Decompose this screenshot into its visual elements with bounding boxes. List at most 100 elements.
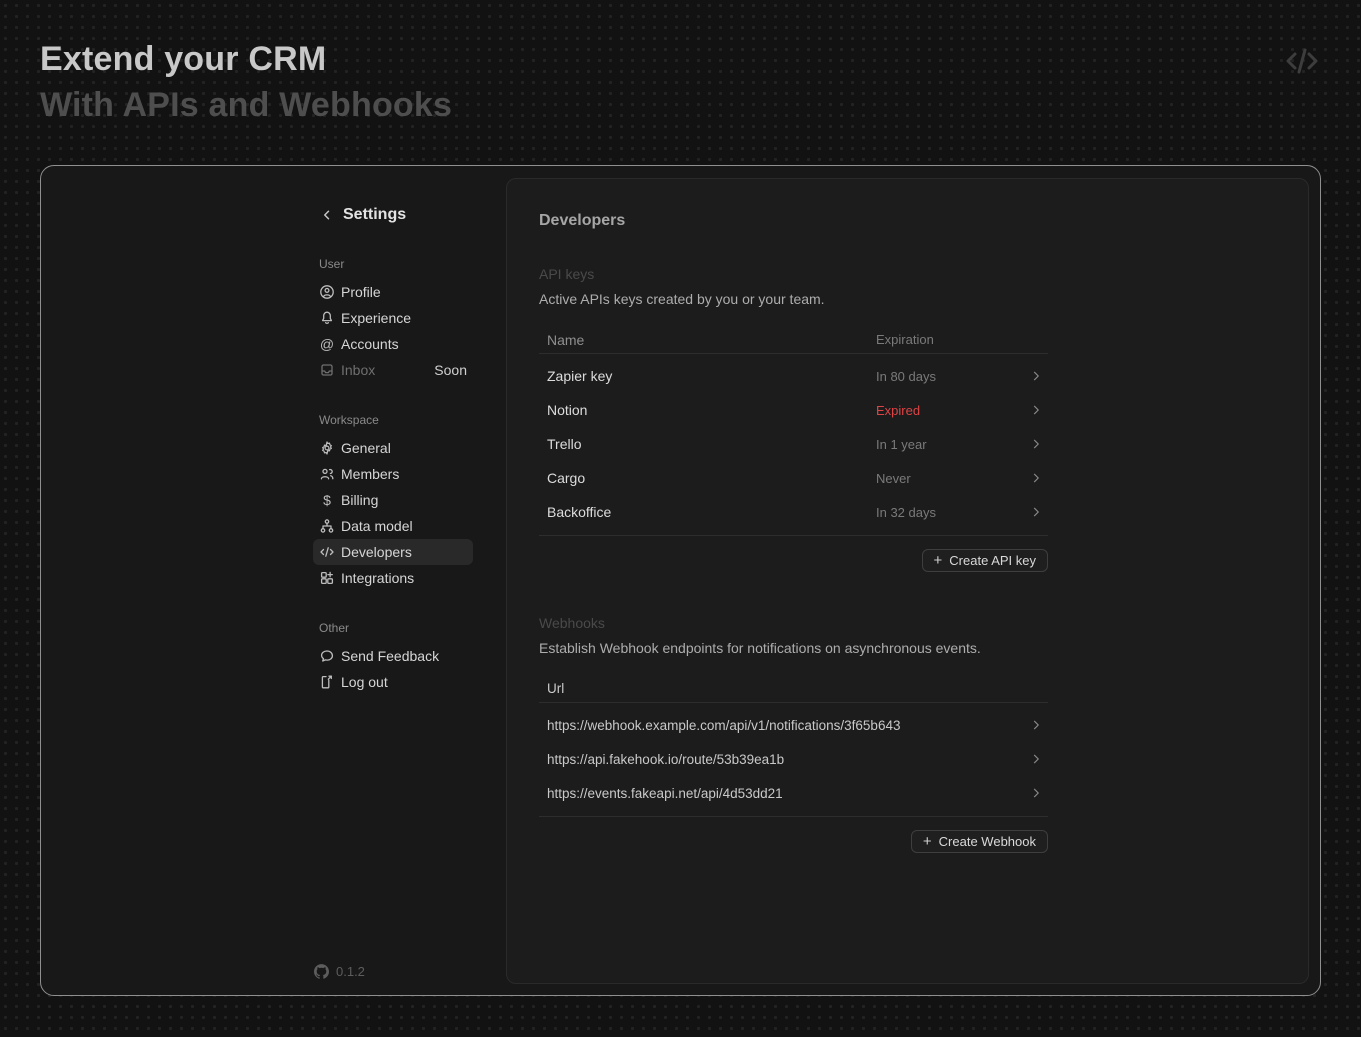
sidebar-item-label: Accounts xyxy=(341,336,399,352)
section-label-other: Other xyxy=(319,621,350,635)
api-key-row[interactable]: Cargo Never xyxy=(539,461,1048,495)
api-key-name: Trello xyxy=(547,436,582,452)
webhook-row[interactable]: https://webhook.example.com/api/v1/notif… xyxy=(539,708,1048,742)
api-key-name: Cargo xyxy=(547,470,586,486)
api-key-expiration: In 32 days xyxy=(876,504,936,520)
sidebar-item-developers[interactable]: Developers xyxy=(313,539,473,565)
github-icon xyxy=(314,964,329,979)
sidebar-item-data-model[interactable]: Data model xyxy=(313,513,473,539)
soon-badge: Soon xyxy=(434,362,467,378)
create-api-key-button[interactable]: + Create API key xyxy=(921,549,1048,572)
webhook-url: https://events.fakeapi.net/api/4d53dd21 xyxy=(547,785,783,801)
column-header-name: Name xyxy=(547,331,585,348)
settings-back[interactable]: Settings xyxy=(313,206,473,224)
app-version: 0.1.2 xyxy=(314,964,365,979)
inbox-icon xyxy=(319,362,335,378)
page-subtitle: With APIs and Webhooks xyxy=(40,86,453,124)
version-label: 0.1.2 xyxy=(336,964,365,979)
sidebar-item-label: General xyxy=(341,440,391,456)
section-label-workspace: Workspace xyxy=(319,413,379,427)
api-key-row[interactable]: Trello In 1 year xyxy=(539,427,1048,461)
api-key-row[interactable]: Zapier key In 80 days xyxy=(539,359,1048,393)
chevron-right-icon xyxy=(1030,370,1048,382)
chevron-right-icon xyxy=(1030,472,1048,484)
settings-window: Settings User Profile Experience xyxy=(40,165,1321,996)
api-keys-section-label: API keys xyxy=(539,266,595,282)
chevron-right-icon xyxy=(1030,787,1048,799)
chevron-right-icon xyxy=(1030,506,1048,518)
panel-title: Developers xyxy=(539,212,626,229)
sidebar-item-label: Experience xyxy=(341,310,412,326)
chevron-right-icon xyxy=(1030,404,1048,416)
developers-panel: Developers API keys Active APIs keys cre… xyxy=(506,178,1309,984)
sidebar-item-profile[interactable]: Profile xyxy=(313,279,473,305)
sidebar-item-label: Log out xyxy=(341,674,388,690)
page-header: Extend your CRM With APIs and Webhooks xyxy=(40,36,452,128)
webhooks-section-label: Webhooks xyxy=(539,615,605,631)
sidebar: Settings User Profile Experience xyxy=(313,206,473,695)
api-key-expiration: Expired xyxy=(876,402,921,418)
integrations-icon xyxy=(319,570,335,586)
create-webhook-button[interactable]: + Create Webhook xyxy=(910,830,1048,853)
sidebar-item-label: Members xyxy=(341,466,400,482)
api-keys-table-header: Name Expiration xyxy=(539,326,1048,354)
sidebar-item-experience[interactable]: Experience xyxy=(313,305,473,331)
at-icon: @ xyxy=(319,336,335,352)
sidebar-item-label: Inbox xyxy=(341,362,376,378)
api-key-name: Backoffice xyxy=(547,504,612,520)
sidebar-item-general[interactable]: General xyxy=(313,435,473,461)
webhook-row[interactable]: https://api.fakehook.io/route/53b39ea1b xyxy=(539,742,1048,776)
chevron-right-icon xyxy=(1030,719,1048,731)
create-api-key-label: Create API key xyxy=(949,553,1036,568)
sidebar-item-billing[interactable]: $ Billing xyxy=(313,487,473,513)
api-keys-table: Name Expiration Zapier key In 80 days No… xyxy=(539,326,1048,536)
webhook-url: https://api.fakehook.io/route/53b39ea1b xyxy=(547,751,785,767)
logout-icon xyxy=(319,674,335,690)
sidebar-item-log-out[interactable]: Log out xyxy=(313,669,473,695)
sidebar-item-send-feedback[interactable]: Send Feedback xyxy=(313,643,473,669)
column-header-url: Url xyxy=(547,681,565,696)
api-key-expiration: In 80 days xyxy=(876,368,936,384)
sidebar-item-accounts[interactable]: @ Accounts xyxy=(313,331,473,357)
chevron-right-icon xyxy=(1030,438,1048,450)
sidebar-item-label: Developers xyxy=(341,544,412,560)
api-key-name: Zapier key xyxy=(547,368,613,384)
api-key-row[interactable]: Backoffice In 32 days xyxy=(539,495,1048,529)
webhook-url: https://webhook.example.com/api/v1/notif… xyxy=(547,717,901,733)
page-title: Extend your CRM xyxy=(40,40,327,78)
members-icon xyxy=(319,466,335,482)
profile-icon xyxy=(319,284,335,300)
api-key-expiration: In 1 year xyxy=(876,436,927,452)
plus-icon: + xyxy=(922,833,932,850)
gear-icon xyxy=(319,440,335,456)
sidebar-item-label: Integrations xyxy=(341,570,415,586)
sidebar-item-label: Profile xyxy=(341,284,381,300)
plus-icon: + xyxy=(933,552,943,569)
section-label-user: User xyxy=(319,257,345,271)
sidebar-item-integrations[interactable]: Integrations xyxy=(313,565,473,591)
api-key-name: Notion xyxy=(547,402,588,418)
dollar-icon: $ xyxy=(323,492,331,508)
webhooks-table-header: Url xyxy=(539,675,1048,703)
feedback-icon xyxy=(319,648,335,664)
webhooks-description: Establish Webhook endpoints for notifica… xyxy=(539,640,981,656)
column-header-expiration: Expiration xyxy=(876,332,934,347)
code-icon xyxy=(1283,44,1321,83)
bell-icon xyxy=(319,310,335,326)
settings-title: Settings xyxy=(343,206,407,223)
sidebar-item-label: Send Feedback xyxy=(341,648,440,664)
chevron-right-icon xyxy=(1030,753,1048,765)
sidebar-item-members[interactable]: Members xyxy=(313,461,473,487)
api-keys-description: Active APIs keys created by you or your … xyxy=(539,291,825,307)
webhook-row[interactable]: https://events.fakeapi.net/api/4d53dd21 xyxy=(539,776,1048,810)
api-key-expiration: Never xyxy=(876,470,911,486)
chevron-left-icon xyxy=(321,209,333,221)
webhooks-table: Url https://webhook.example.com/api/v1/n… xyxy=(539,675,1048,817)
sidebar-item-inbox[interactable]: Inbox Soon xyxy=(313,357,473,383)
code-icon xyxy=(319,544,335,560)
sidebar-item-label: Data model xyxy=(341,518,413,534)
data-model-icon xyxy=(319,518,335,534)
create-webhook-label: Create Webhook xyxy=(938,834,1036,849)
sidebar-item-label: Billing xyxy=(341,492,379,508)
api-key-row[interactable]: Notion Expired xyxy=(539,393,1048,427)
